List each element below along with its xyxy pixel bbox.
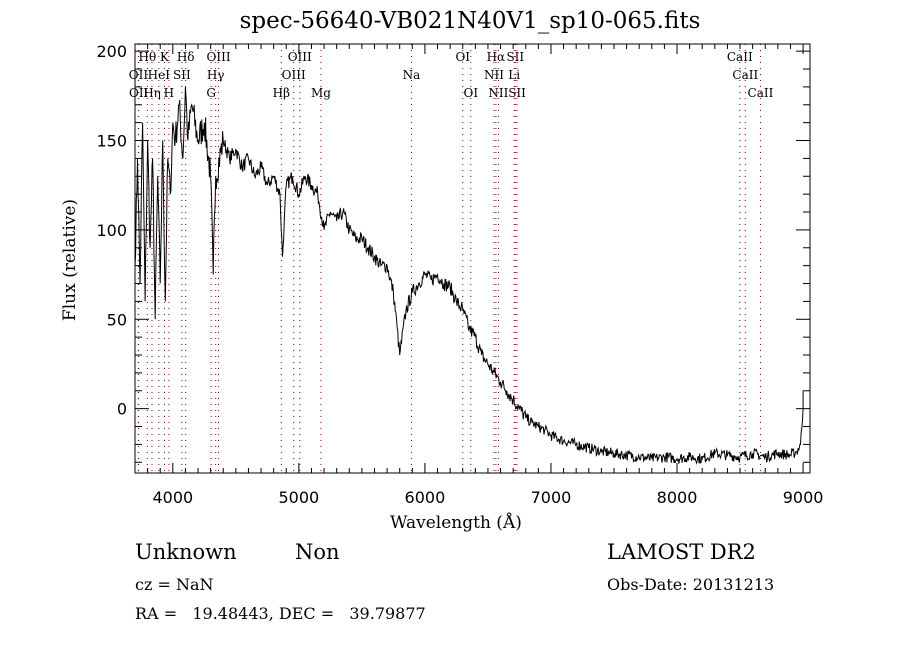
line-marker-label-24: OI — [464, 86, 479, 100]
y-tick-label-1: 50 — [107, 310, 127, 329]
chart-title: spec-56640-VB021N40V1_sp10-065.fits — [239, 8, 701, 34]
survey-label: LAMOST DR2 — [607, 540, 756, 564]
line-marker-label-27: CaII — [748, 86, 774, 100]
y-tick-label-2: 100 — [96, 221, 127, 240]
line-marker-label-13: OIII — [282, 68, 306, 82]
line-marker-label-20: H — [164, 86, 174, 100]
x-tick-label-4: 8000 — [657, 488, 698, 507]
line-marker-label-6: Hα — [487, 50, 506, 64]
line-marker-label-7: SII — [506, 50, 524, 64]
y-tick-label-3: 150 — [96, 132, 127, 151]
line-marker-label-12: Hγ — [207, 68, 225, 82]
line-marker-label-0: Hθ — [139, 50, 157, 64]
x-tick-label-5: 9000 — [783, 488, 824, 507]
line-marker-label-15: NII — [484, 68, 504, 82]
line-marker-label-8: CaII — [727, 50, 753, 64]
redshift-text: cz = NaN — [135, 575, 214, 594]
line-marker-label-23: Mg — [311, 86, 331, 100]
line-marker-label-17: CaII — [732, 68, 758, 82]
x-axis-label: Wavelength (Å) — [390, 513, 522, 533]
x-tick-label-0: 4000 — [152, 488, 193, 507]
line-marker-label-3: OIII — [207, 50, 231, 64]
line-marker-label-21: G — [206, 86, 216, 100]
obs-date-text: Obs-Date: 20131213 — [607, 575, 775, 594]
x-tick-label-2: 6000 — [405, 488, 446, 507]
line-marker-label-22: Hβ — [273, 86, 290, 100]
y-tick-label-4: 200 — [96, 42, 127, 61]
x-tick-label-3: 7000 — [531, 488, 572, 507]
object-class: Unknown — [135, 540, 237, 564]
line-marker-label-2: Hδ — [177, 50, 195, 64]
line-marker-label-14: Na — [403, 68, 421, 82]
line-marker-label-16: Li — [508, 68, 520, 82]
line-marker-label-26: SII — [508, 86, 526, 100]
line-marker-label-25: NII — [488, 86, 508, 100]
y-axis-label: Flux (relative) — [60, 198, 80, 322]
object-subclass: Non — [295, 540, 340, 564]
line-marker-label-18: OII — [129, 86, 149, 100]
line-marker-label-11: SII — [173, 68, 191, 82]
line-marker-label-19: Hη — [143, 86, 161, 100]
line-marker-label-1: K — [160, 50, 170, 64]
line-marker-label-4: OIII — [288, 50, 312, 64]
coordinates-text: RA = 19.48443, DEC = 39.79877 — [135, 604, 426, 623]
line-marker-label-5: OI — [455, 50, 470, 64]
line-marker-label-10: HeI — [148, 68, 171, 82]
y-tick-label-0: 0 — [117, 400, 127, 419]
axes-frame — [134, 43, 811, 474]
spectrum-line — [134, 86, 804, 465]
x-tick-label-1: 5000 — [279, 488, 320, 507]
